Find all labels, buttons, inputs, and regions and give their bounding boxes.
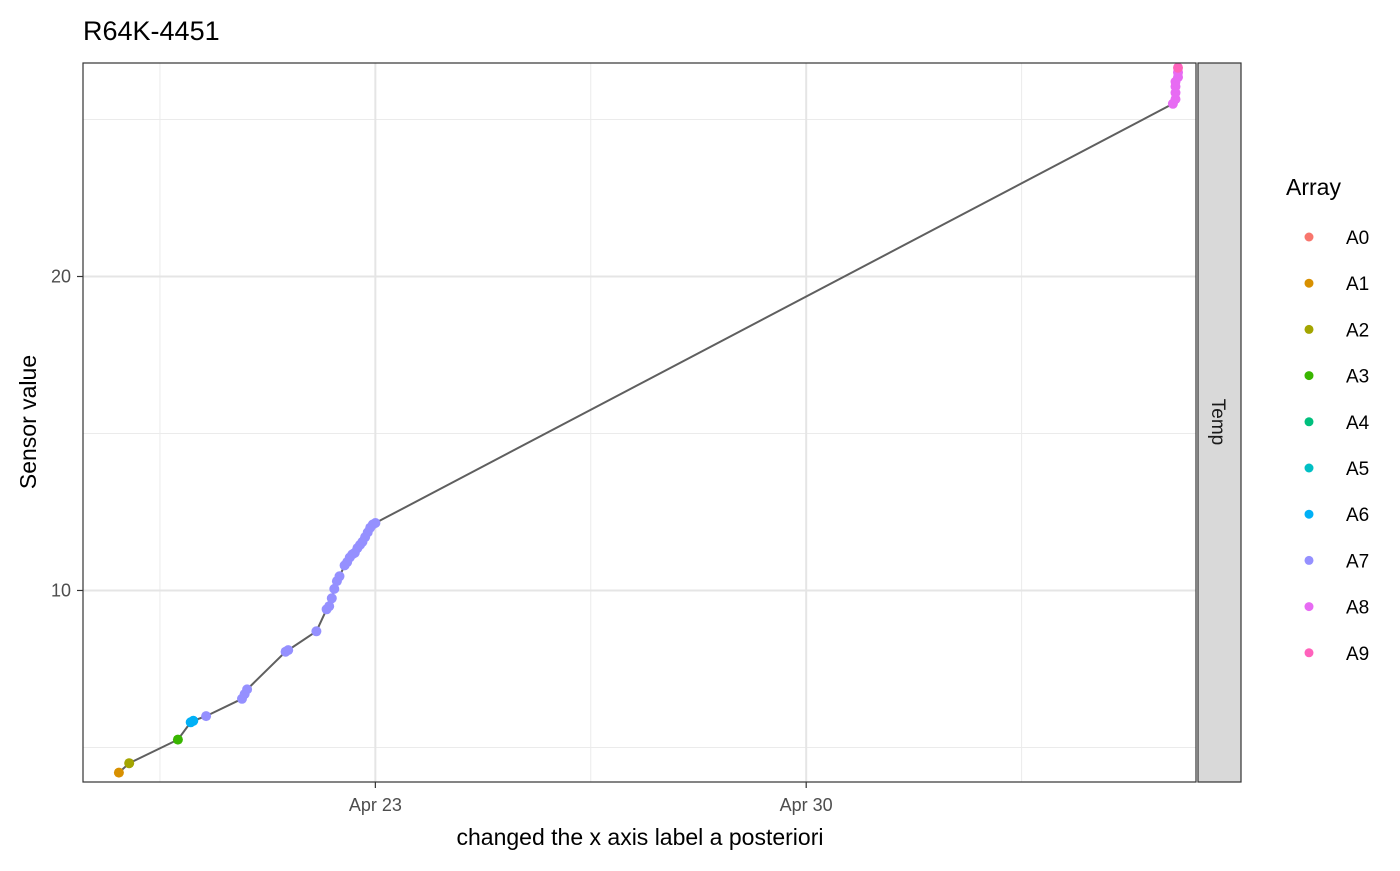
- chart-title: R64K-4451: [83, 16, 220, 46]
- y-axis-label: Sensor value: [15, 355, 41, 489]
- legend-key-a5: [1304, 463, 1314, 473]
- legend-label-a6: A6: [1346, 505, 1369, 526]
- legend-label-a7: A7: [1346, 551, 1369, 572]
- facet-strip-label: Temp: [1207, 399, 1228, 445]
- legend-key-a9: [1304, 648, 1314, 658]
- data-point-a1: [113, 767, 124, 778]
- legend: A0 A1 A2 A3 A4 A5 A6 A7 A8 A9: [1304, 228, 1370, 665]
- legend-key-a8: [1304, 602, 1314, 612]
- data-point-a2: [124, 758, 135, 769]
- data-point-a9: [1173, 62, 1183, 73]
- legend-label-a5: A5: [1346, 459, 1369, 480]
- data-point-a7: [311, 626, 322, 637]
- legend-label-a1: A1: [1346, 274, 1369, 295]
- legend-title: Array: [1286, 174, 1341, 200]
- data-point-a7: [326, 593, 337, 604]
- data-points: [113, 62, 1183, 778]
- y-axis-ticks: 10 20: [51, 267, 83, 600]
- data-point-a7: [334, 571, 345, 582]
- facet-strip: [1197, 62, 1242, 783]
- data-point-a3: [172, 734, 183, 745]
- legend-key-a2: [1304, 324, 1314, 334]
- legend-key-a7: [1304, 555, 1314, 565]
- legend-label-a4: A4: [1346, 413, 1370, 434]
- x-axis-ticks: Apr 23 Apr 30: [349, 782, 833, 815]
- legend-key-a0: [1304, 232, 1314, 242]
- legend-key-a6: [1304, 509, 1314, 519]
- data-point-a7: [242, 684, 253, 695]
- data-point-a7: [324, 601, 335, 612]
- data-point-a6: [188, 715, 199, 726]
- legend-label-a8: A8: [1346, 598, 1369, 619]
- legend-key-a3: [1304, 371, 1314, 381]
- legend-label-a9: A9: [1346, 644, 1369, 665]
- data-point-a7: [283, 645, 294, 656]
- legend-key-a1: [1304, 278, 1314, 288]
- legend-label-a2: A2: [1346, 320, 1369, 341]
- data-point-a7: [370, 518, 381, 528]
- legend-label-a0: A0: [1346, 228, 1369, 249]
- data-point-a7: [201, 711, 212, 722]
- data-point-a7: [329, 583, 340, 594]
- x-tick-label: Apr 23: [349, 795, 402, 815]
- x-tick-label: Apr 30: [780, 795, 833, 815]
- legend-label-a3: A3: [1346, 367, 1369, 388]
- plot-panel: [83, 63, 1196, 782]
- y-tick-label: 20: [51, 267, 71, 287]
- plot-border: [82, 62, 1197, 783]
- y-tick-label: 10: [51, 580, 71, 600]
- x-axis-label: changed the x axis label a posteriori: [457, 824, 824, 850]
- legend-key-a4: [1304, 417, 1314, 427]
